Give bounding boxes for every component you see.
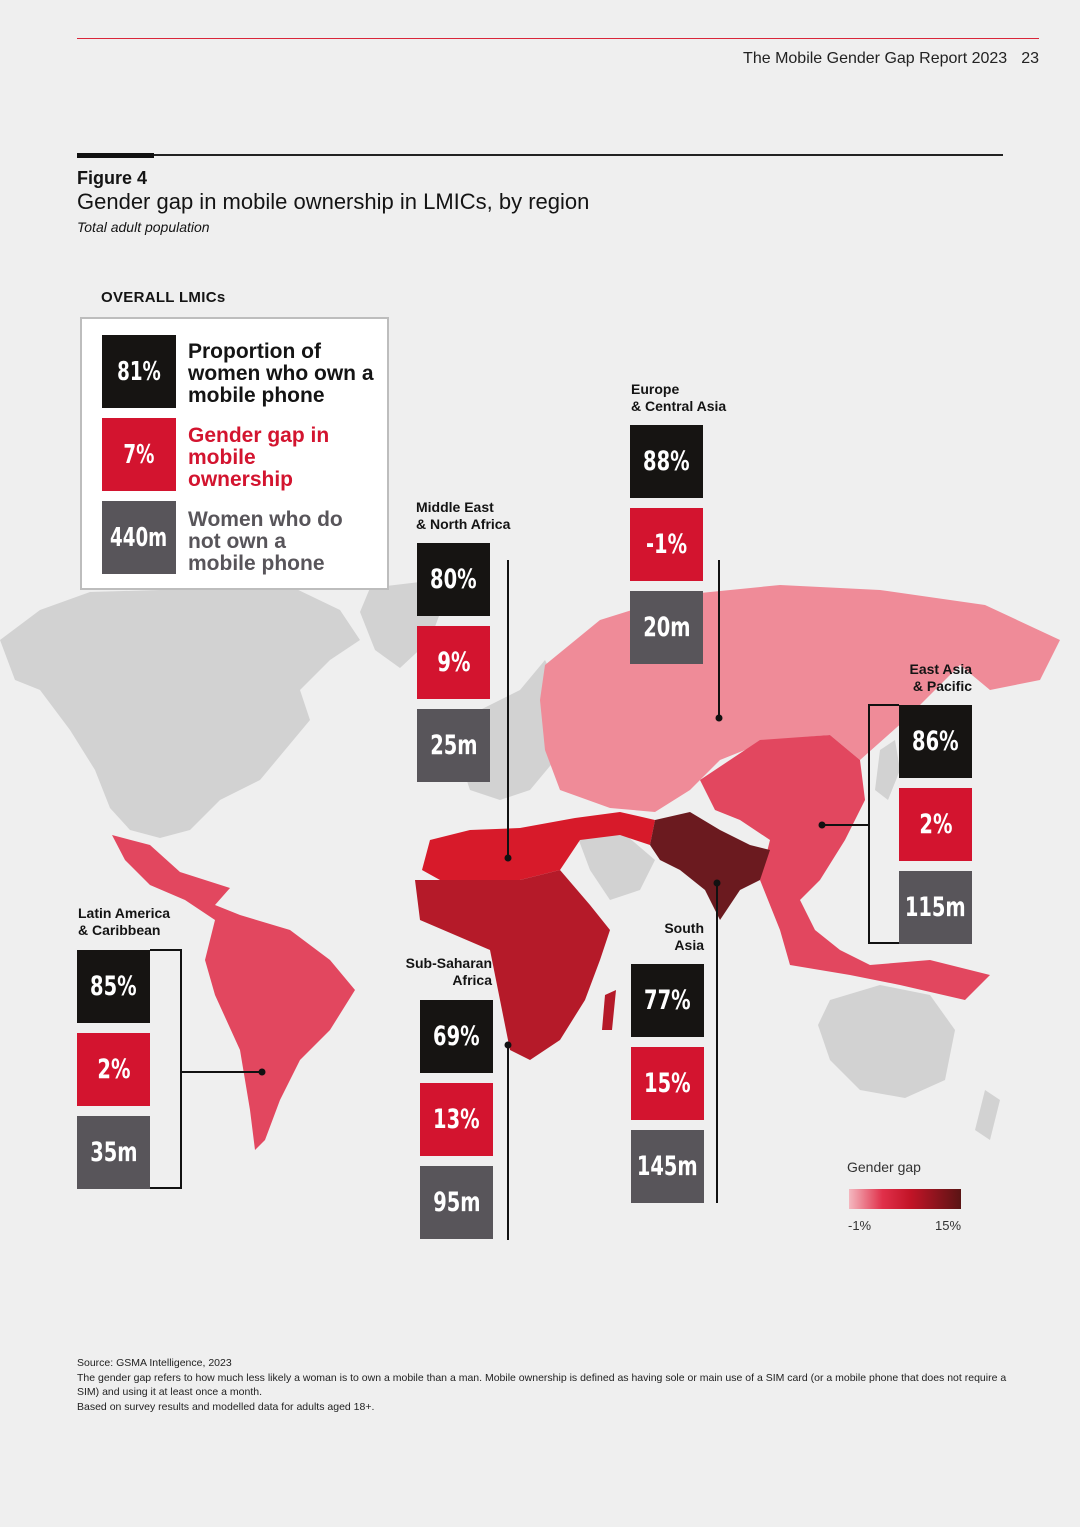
europe-ownership-box: 88% <box>630 425 703 498</box>
new-zealand-shape <box>975 1090 1000 1140</box>
region-shape-east-asia-pacific <box>700 735 990 1000</box>
leader-latam <box>150 949 182 1189</box>
leader-lines <box>150 560 899 1240</box>
south-asia-unconnected-box: 145m <box>631 1130 704 1203</box>
japan-shape <box>875 740 900 800</box>
figure-subtitle: Total adult population <box>77 219 210 235</box>
mena-ownership-box: 80% <box>417 543 490 616</box>
overall-unconnected-label: Women who do not own a mobile phone <box>188 508 343 575</box>
ssa-gap-box: 13% <box>420 1083 493 1156</box>
region-shape-sub-saharan-africa <box>415 870 610 1060</box>
ssa-unconnected-box: 95m <box>420 1166 493 1239</box>
definition-note: The gender gap refers to how much less l… <box>77 1371 1007 1399</box>
overall-legend-box: 81% Proportion of women who own a mobile… <box>80 317 389 590</box>
overall-unconnected-box: 440m <box>102 501 176 574</box>
region-label-mena: Middle East & North Africa <box>416 499 511 532</box>
region-shape-latin-america <box>112 835 355 1150</box>
region-label-south-asia: South Asia <box>664 920 704 953</box>
figure-label: Figure 4 <box>77 168 148 188</box>
south-asia-gap-box: 15% <box>631 1047 704 1120</box>
overall-gap-box: 7% <box>102 418 176 491</box>
overall-gap-label: Gender gap in mobile ownership <box>188 424 330 491</box>
report-title: The Mobile Gender Gap Report 2023 <box>743 50 1008 67</box>
east-asia-unconnected-box: 115m <box>899 871 972 944</box>
figure-rule <box>77 154 1003 156</box>
figure-notes: Source: GSMA Intelligence, 2023 The gend… <box>77 1356 1007 1414</box>
south-asia-ownership-box: 77% <box>631 964 704 1037</box>
legend-max-label: 15% <box>935 1218 962 1233</box>
figure-rule-accent <box>77 153 154 158</box>
region-label-europe: Europe & Central Asia <box>631 381 727 414</box>
latam-gap-box: 2% <box>77 1033 150 1106</box>
europe-gap-box: -1% <box>630 508 703 581</box>
overall-ownership-label: Proportion of women who own a mobile pho… <box>188 340 374 407</box>
legend-min-label: -1% <box>848 1218 872 1233</box>
region-label-latam: Latin America & Caribbean <box>78 905 171 938</box>
basis-note: Based on survey results and modelled dat… <box>77 1400 375 1413</box>
mena-gap-box: 9% <box>417 626 490 699</box>
overall-ownership-box: 81% <box>102 335 176 408</box>
overall-title: OVERALL LMICs <box>101 289 226 306</box>
figure-title: Gender gap in mobile ownership in LMICs,… <box>77 189 590 214</box>
latam-ownership-box: 85% <box>77 950 150 1023</box>
region-shape-south-asia <box>650 812 770 920</box>
legend-gradient-bar <box>849 1189 961 1209</box>
legend-title: Gender gap <box>847 1159 921 1175</box>
ssa-ownership-box: 69% <box>420 1000 493 1073</box>
east-asia-gap-box: 2% <box>899 788 972 861</box>
region-label-east-asia: East Asia & Pacific <box>909 661 972 694</box>
source-note: Source: GSMA Intelligence, 2023 <box>77 1357 232 1369</box>
world-map <box>0 560 1060 1240</box>
east-asia-ownership-box: 86% <box>899 705 972 778</box>
arabian-peninsula-shape <box>575 830 655 900</box>
running-head: The Mobile Gender Gap Report 2023 23 <box>743 50 1039 68</box>
top-rule <box>77 38 1039 39</box>
latam-unconnected-box: 35m <box>77 1116 150 1189</box>
page-number: 23 <box>1021 50 1039 67</box>
leader-dots <box>258 714 826 1076</box>
australia-shape <box>818 985 955 1098</box>
north-america-shape <box>0 584 360 838</box>
region-shape-mena <box>422 812 655 880</box>
region-label-ssa: Sub-Saharan Africa <box>405 955 492 988</box>
madagascar-shape <box>602 990 616 1030</box>
europe-unconnected-box: 20m <box>630 591 703 664</box>
mena-unconnected-box: 25m <box>417 709 490 782</box>
